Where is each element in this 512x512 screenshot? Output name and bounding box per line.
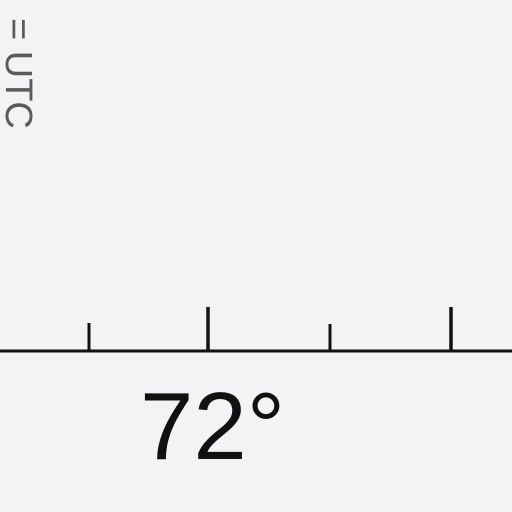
longitude-label: 72° bbox=[140, 373, 286, 480]
